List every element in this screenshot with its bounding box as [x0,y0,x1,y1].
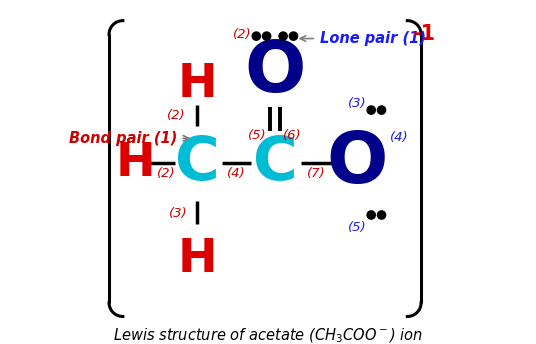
Text: (2): (2) [167,109,185,122]
Circle shape [377,211,385,219]
Text: (2): (2) [233,28,252,41]
Text: (7): (7) [307,167,325,180]
Text: (4): (4) [390,131,409,144]
Circle shape [377,106,385,114]
Circle shape [252,32,260,40]
Text: (3): (3) [348,97,367,110]
Text: O: O [327,129,388,198]
Text: Bond pair (1): Bond pair (1) [69,131,177,146]
Circle shape [289,32,297,40]
Text: H: H [177,62,217,107]
Text: C: C [175,134,220,193]
Text: (5): (5) [348,221,367,234]
Text: (4): (4) [227,167,245,180]
Text: (5): (5) [248,129,267,142]
Text: (3): (3) [168,207,187,221]
Circle shape [263,32,271,40]
Text: H: H [116,141,155,186]
Text: (2): (2) [157,167,176,180]
Text: (6): (6) [283,129,301,142]
Text: Lewis structure of acetate (CH$_3$COO$^-$) ion: Lewis structure of acetate (CH$_3$COO$^-… [113,326,423,344]
Text: Lone pair (1): Lone pair (1) [319,31,426,46]
Text: C: C [252,134,297,193]
Text: -1: -1 [413,24,436,44]
Circle shape [367,211,375,219]
Text: O: O [244,38,306,107]
Text: H: H [177,237,217,282]
Circle shape [279,32,287,40]
Circle shape [367,106,375,114]
